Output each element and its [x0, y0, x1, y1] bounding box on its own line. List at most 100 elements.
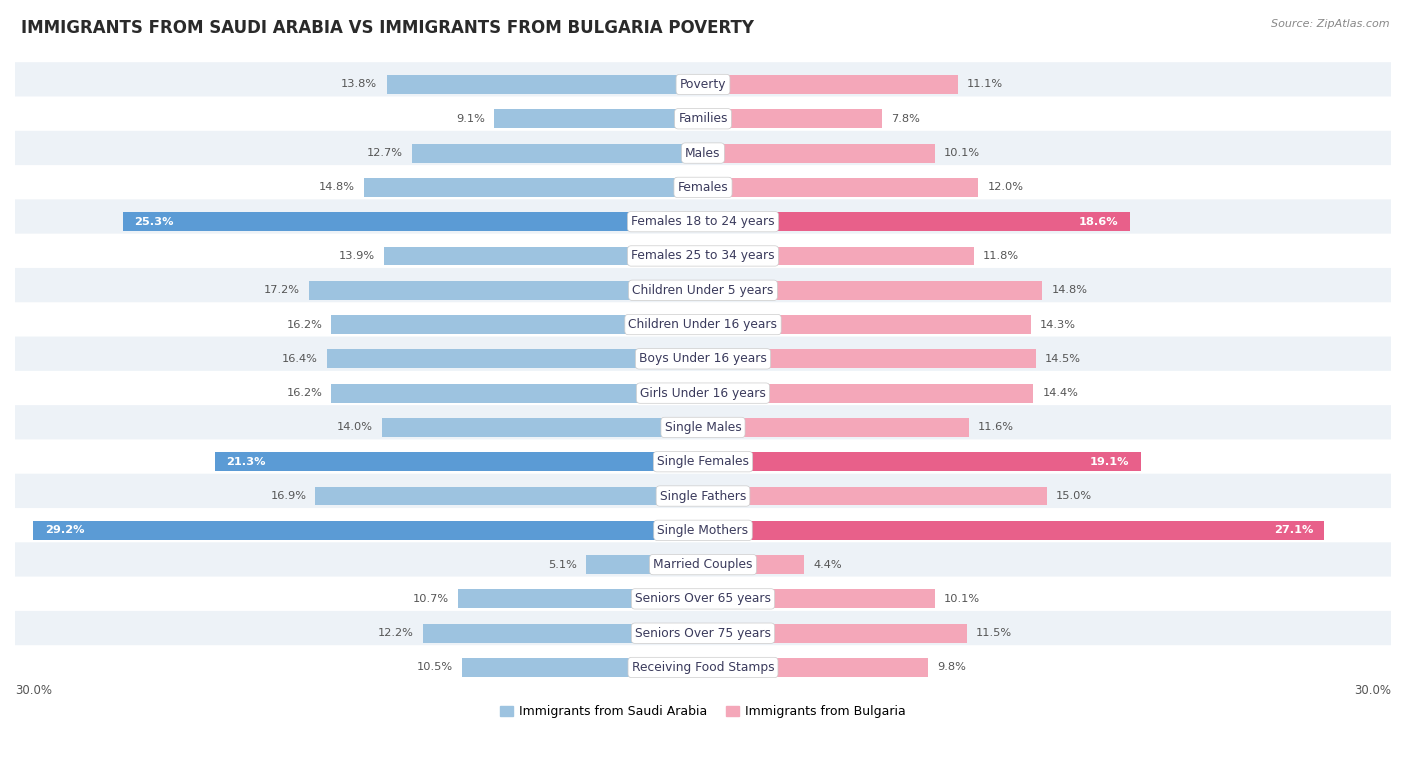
Text: Source: ZipAtlas.com: Source: ZipAtlas.com	[1271, 19, 1389, 29]
Text: 11.8%: 11.8%	[983, 251, 1019, 261]
FancyBboxPatch shape	[11, 233, 1395, 278]
Bar	[703, 658, 928, 677]
Bar	[495, 109, 703, 128]
Bar	[423, 624, 703, 643]
Text: 17.2%: 17.2%	[263, 285, 299, 296]
Text: Single Mothers: Single Mothers	[658, 524, 748, 537]
Text: Families: Families	[678, 112, 728, 125]
Bar	[703, 555, 804, 574]
Text: 16.4%: 16.4%	[281, 354, 318, 364]
Text: 4.4%: 4.4%	[813, 559, 842, 569]
Text: 11.6%: 11.6%	[979, 422, 1014, 432]
Text: 25.3%: 25.3%	[134, 217, 174, 227]
Bar	[703, 590, 935, 609]
Text: 7.8%: 7.8%	[891, 114, 920, 124]
Bar	[332, 384, 703, 402]
Bar	[308, 280, 703, 299]
Text: Receiving Food Stamps: Receiving Food Stamps	[631, 661, 775, 674]
Bar	[703, 280, 1042, 299]
FancyBboxPatch shape	[11, 405, 1395, 449]
FancyBboxPatch shape	[11, 474, 1395, 518]
Bar	[387, 75, 703, 94]
Text: Seniors Over 65 years: Seniors Over 65 years	[636, 593, 770, 606]
Text: Females 25 to 34 years: Females 25 to 34 years	[631, 249, 775, 262]
Bar	[703, 178, 979, 197]
Bar	[703, 75, 957, 94]
Bar	[703, 624, 967, 643]
Text: 10.7%: 10.7%	[412, 594, 449, 604]
Text: 10.5%: 10.5%	[418, 662, 453, 672]
Text: 15.0%: 15.0%	[1056, 491, 1092, 501]
FancyBboxPatch shape	[11, 268, 1395, 312]
FancyBboxPatch shape	[11, 165, 1395, 210]
Text: 18.6%: 18.6%	[1078, 217, 1118, 227]
Bar	[703, 144, 935, 162]
Text: Married Couples: Married Couples	[654, 558, 752, 571]
Bar	[122, 212, 703, 231]
Text: Males: Males	[685, 146, 721, 160]
Bar	[364, 178, 703, 197]
Text: 5.1%: 5.1%	[548, 559, 576, 569]
FancyBboxPatch shape	[11, 337, 1395, 381]
Text: 12.0%: 12.0%	[987, 183, 1024, 193]
Text: Single Females: Single Females	[657, 456, 749, 468]
Bar	[703, 315, 1031, 334]
Bar	[332, 315, 703, 334]
Text: 14.3%: 14.3%	[1040, 320, 1076, 330]
FancyBboxPatch shape	[11, 62, 1395, 107]
Bar	[703, 349, 1036, 368]
Text: IMMIGRANTS FROM SAUDI ARABIA VS IMMIGRANTS FROM BULGARIA POVERTY: IMMIGRANTS FROM SAUDI ARABIA VS IMMIGRAN…	[21, 19, 754, 37]
Text: 10.1%: 10.1%	[943, 148, 980, 158]
Text: Females 18 to 24 years: Females 18 to 24 years	[631, 215, 775, 228]
Legend: Immigrants from Saudi Arabia, Immigrants from Bulgaria: Immigrants from Saudi Arabia, Immigrants…	[495, 700, 911, 723]
Text: 11.1%: 11.1%	[967, 80, 1002, 89]
FancyBboxPatch shape	[11, 96, 1395, 141]
Text: Seniors Over 75 years: Seniors Over 75 years	[636, 627, 770, 640]
Bar	[412, 144, 703, 162]
Text: 14.0%: 14.0%	[337, 422, 373, 432]
FancyBboxPatch shape	[11, 645, 1395, 690]
Bar	[326, 349, 703, 368]
Text: Single Fathers: Single Fathers	[659, 490, 747, 503]
Bar	[703, 453, 1142, 471]
Text: 13.9%: 13.9%	[339, 251, 375, 261]
Bar	[384, 246, 703, 265]
Bar	[703, 384, 1033, 402]
FancyBboxPatch shape	[11, 440, 1395, 484]
Text: Girls Under 16 years: Girls Under 16 years	[640, 387, 766, 399]
Text: 13.8%: 13.8%	[342, 80, 377, 89]
FancyBboxPatch shape	[11, 199, 1395, 244]
Bar	[703, 212, 1129, 231]
Text: 21.3%: 21.3%	[226, 457, 266, 467]
Text: 27.1%: 27.1%	[1274, 525, 1313, 535]
Bar	[703, 109, 882, 128]
FancyBboxPatch shape	[11, 302, 1395, 347]
Text: 16.9%: 16.9%	[270, 491, 307, 501]
Bar	[215, 453, 703, 471]
Text: 30.0%: 30.0%	[1354, 684, 1391, 697]
Text: 19.1%: 19.1%	[1090, 457, 1129, 467]
Text: 10.1%: 10.1%	[943, 594, 980, 604]
FancyBboxPatch shape	[11, 577, 1395, 622]
Text: 12.7%: 12.7%	[367, 148, 402, 158]
Text: 11.5%: 11.5%	[976, 628, 1012, 638]
Bar	[457, 590, 703, 609]
Text: 14.5%: 14.5%	[1045, 354, 1081, 364]
Bar	[315, 487, 703, 506]
Text: 9.1%: 9.1%	[457, 114, 485, 124]
FancyBboxPatch shape	[11, 542, 1395, 587]
Text: 14.4%: 14.4%	[1042, 388, 1078, 398]
Bar	[703, 487, 1047, 506]
Bar	[382, 418, 703, 437]
Text: 9.8%: 9.8%	[936, 662, 966, 672]
Text: Single Males: Single Males	[665, 421, 741, 434]
Text: Boys Under 16 years: Boys Under 16 years	[640, 352, 766, 365]
Text: Poverty: Poverty	[679, 78, 727, 91]
Text: Females: Females	[678, 181, 728, 194]
Text: 12.2%: 12.2%	[378, 628, 413, 638]
FancyBboxPatch shape	[11, 131, 1395, 175]
FancyBboxPatch shape	[11, 611, 1395, 656]
Text: Children Under 16 years: Children Under 16 years	[628, 318, 778, 331]
Text: 14.8%: 14.8%	[318, 183, 354, 193]
Bar	[463, 658, 703, 677]
